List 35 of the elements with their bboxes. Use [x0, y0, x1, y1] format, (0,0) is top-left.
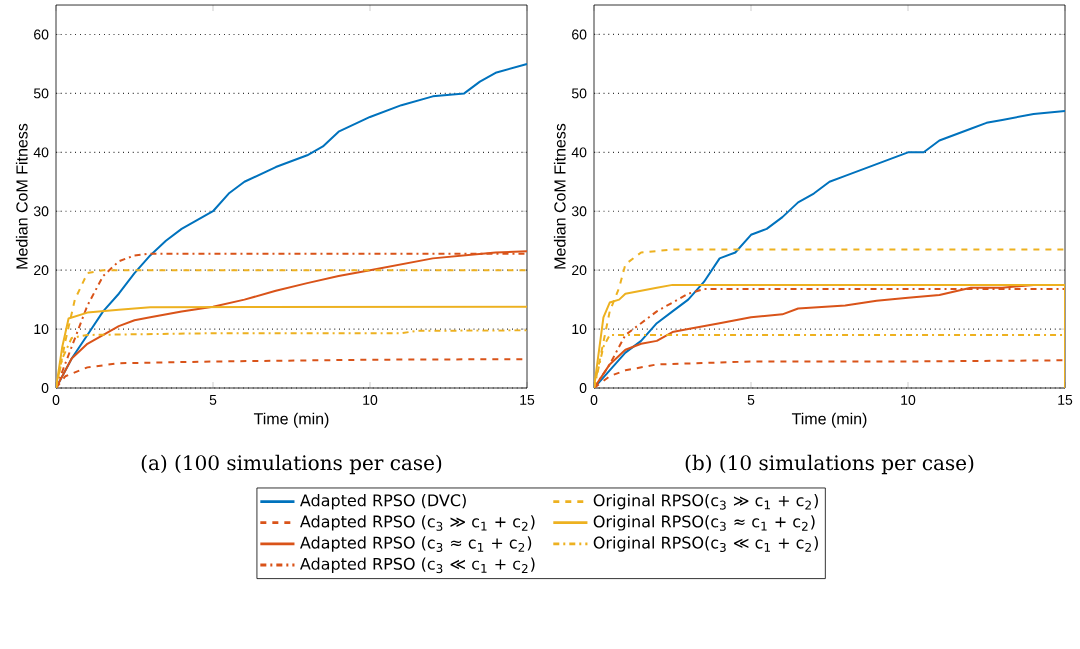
y-tick-label: 30	[571, 206, 587, 217]
y-tick-label: 20	[572, 265, 587, 276]
text: (a) (100 simulations per case)	[141, 454, 442, 475]
x-tick-label: 5	[209, 395, 217, 405]
x-tick-label: 15	[520, 395, 535, 405]
x-axis-title: Time (min)	[253, 412, 329, 428]
legend-label: Adapted RPSO (c$_{3}$ ≫ c$_{1}$ + c$_{2}$)	[300, 515, 535, 531]
y-tick-label: 60	[572, 29, 587, 40]
y-tick-label: 60	[34, 29, 49, 40]
text: (b) (10 simulations per case)	[685, 454, 974, 475]
y-tick-label: 30	[33, 206, 49, 217]
y-tick-label: 50	[571, 88, 587, 99]
x-tick-label: 10	[901, 395, 916, 405]
y-tick-label: 40	[33, 147, 49, 158]
x-tick-label: 0	[52, 395, 60, 405]
x-tick-label: 0	[590, 395, 598, 405]
y-tick-label: 10	[572, 324, 587, 335]
x-tick-label: 15	[1058, 395, 1073, 405]
legend-label: Original RPSO(c$_{3}$ ≪ c$_{1}$ + c$_{2}$)	[593, 536, 818, 552]
legend-label: Original RPSO(c$_{3}$ ≫ c$_{1}$ + c$_{2}$)	[593, 493, 818, 510]
y-tick-label: 10	[34, 324, 49, 335]
y-tick-label: 40	[571, 147, 587, 158]
legend-label: Adapted RPSO (c$_{3}$ ≈ c$_{1}$ + c$_{2}$)	[300, 536, 532, 552]
y-tick-label: 0	[579, 383, 587, 393]
y-tick-label: 50	[33, 88, 49, 99]
legend-label: Adapted RPSO (DVC)	[300, 493, 466, 510]
y-tick-label: 20	[34, 265, 49, 276]
x-tick-label: 10	[363, 395, 378, 405]
legend-label: Adapted RPSO (c$_{3}$ ≪ c$_{1}$ + c$_{2}$)	[300, 557, 535, 574]
y-axis-title: Median CoM Fitness	[553, 123, 566, 269]
y-axis-title: Median CoM Fitness	[15, 123, 28, 269]
x-tick-label: 5	[747, 395, 755, 405]
legend-label: Original RPSO(c$_{3}$ ≈ c$_{1}$ + c$_{2}$)	[593, 515, 815, 531]
x-axis-title: Time (min)	[791, 412, 867, 428]
y-tick-label: 0	[41, 383, 49, 393]
